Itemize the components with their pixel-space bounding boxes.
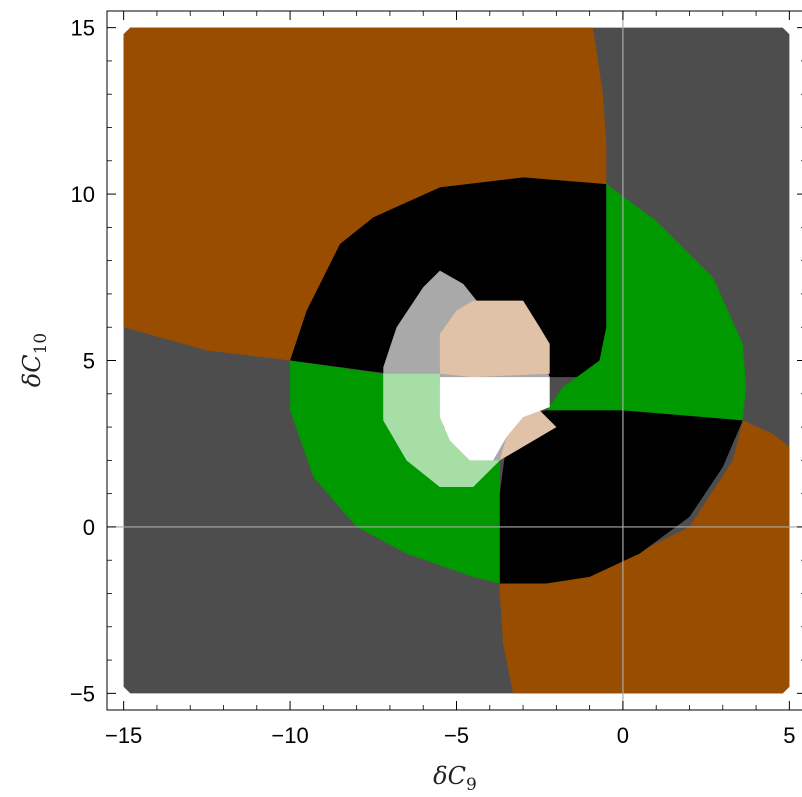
region-green-right bbox=[546, 184, 747, 421]
y-tick-label: 10 bbox=[71, 182, 95, 207]
axis-ticks bbox=[107, 11, 802, 710]
y-tick-label: −5 bbox=[70, 681, 95, 706]
y-tick-label: 15 bbox=[71, 16, 95, 41]
region-orange-lower-right bbox=[499, 420, 790, 694]
x-tick-labels: −15 −10 −5 0 5 bbox=[105, 723, 796, 748]
contour-regions bbox=[123, 27, 790, 694]
y-axis-label: δC10 bbox=[18, 333, 51, 387]
region-peach-upper bbox=[439, 300, 550, 378]
region-peach-lower bbox=[499, 410, 557, 461]
gridlines bbox=[107, 11, 802, 710]
x-tick-label: 5 bbox=[783, 723, 795, 748]
region-light-green-patch bbox=[383, 373, 500, 487]
y-tick-label: 5 bbox=[83, 349, 95, 374]
region-white-center bbox=[439, 377, 550, 461]
x-axis-label: δC9 bbox=[433, 762, 477, 795]
x-tick-label: −5 bbox=[444, 723, 469, 748]
region-orange-upper-left bbox=[123, 27, 607, 361]
x-tick-label: 0 bbox=[617, 723, 629, 748]
x-tick-label: −10 bbox=[271, 723, 308, 748]
region-green-left bbox=[290, 360, 500, 584]
region-black-lower bbox=[499, 410, 743, 584]
y-tick-label: 0 bbox=[83, 515, 95, 540]
y-tick-labels: −5 0 5 10 15 bbox=[70, 16, 95, 707]
x-tick-label: −15 bbox=[105, 723, 142, 748]
